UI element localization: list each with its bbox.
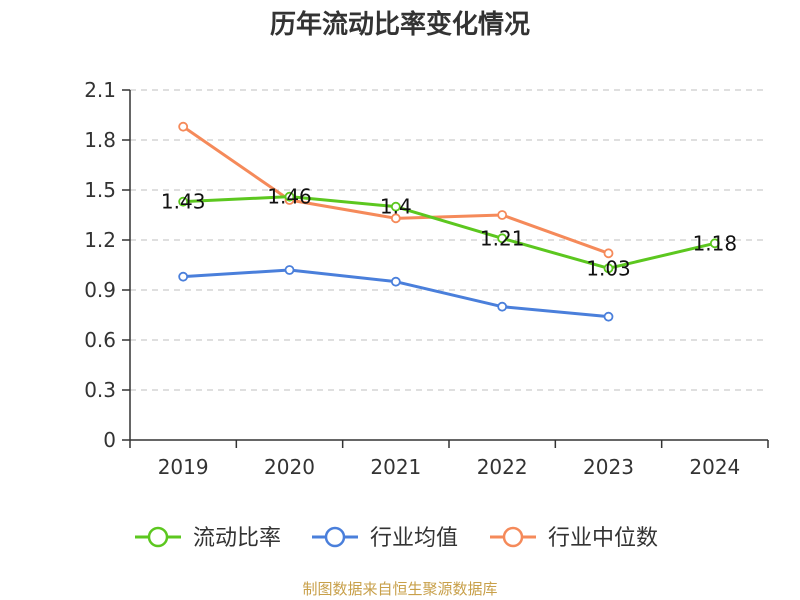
data-label: 1.4: [380, 195, 412, 219]
data-point: [284, 191, 295, 202]
x-tick-label: 2024: [689, 455, 740, 479]
data-label: 1.43: [161, 190, 206, 214]
x-tick-label: 2021: [370, 455, 421, 479]
legend-label: 行业均值: [370, 526, 458, 551]
data-point: [709, 238, 720, 249]
legend-label: 行业中位数: [548, 526, 658, 551]
x-tick-label: 2022: [477, 455, 528, 479]
y-tick-label: 0.9: [84, 278, 116, 302]
data-point: [390, 276, 401, 287]
data-point: [603, 311, 614, 322]
x-tick-label: 2020: [264, 455, 315, 479]
y-tick-label: 0: [103, 428, 116, 452]
source-note: 制图数据来自恒生聚源数据库: [302, 580, 498, 598]
x-tick-label: 2019: [158, 455, 209, 479]
data-point: [497, 301, 508, 312]
legend-marker: [147, 526, 169, 548]
data-point: [497, 233, 508, 244]
series-line: [183, 195, 716, 270]
data-point: [178, 271, 189, 282]
y-tick-label: 0.6: [84, 328, 116, 352]
data-point: [390, 213, 401, 224]
legend-marker: [324, 526, 346, 548]
data-label: 1.03: [586, 256, 631, 280]
legend-label: 流动比率: [193, 526, 281, 551]
data-label: 1.46: [267, 185, 312, 209]
data-label: 1.21: [480, 226, 525, 250]
y-tick-label: 0.3: [84, 378, 116, 402]
x-tick-label: 2023: [583, 455, 634, 479]
y-tick-label: 1.8: [84, 128, 116, 152]
data-point: [603, 248, 614, 259]
chart-title: 历年流动比率变化情况: [269, 10, 530, 40]
data-point: [178, 121, 189, 132]
data-point: [603, 263, 614, 274]
data-point: [284, 265, 295, 275]
legend-marker: [502, 526, 524, 548]
y-tick-label: 1.2: [84, 228, 116, 252]
data-point: [178, 196, 189, 207]
data-point: [390, 201, 401, 212]
y-tick-label: 1.5: [84, 178, 116, 202]
data-label: 1.18: [693, 231, 738, 255]
data-point: [497, 210, 508, 220]
y-tick-label: 2.1: [84, 78, 116, 102]
